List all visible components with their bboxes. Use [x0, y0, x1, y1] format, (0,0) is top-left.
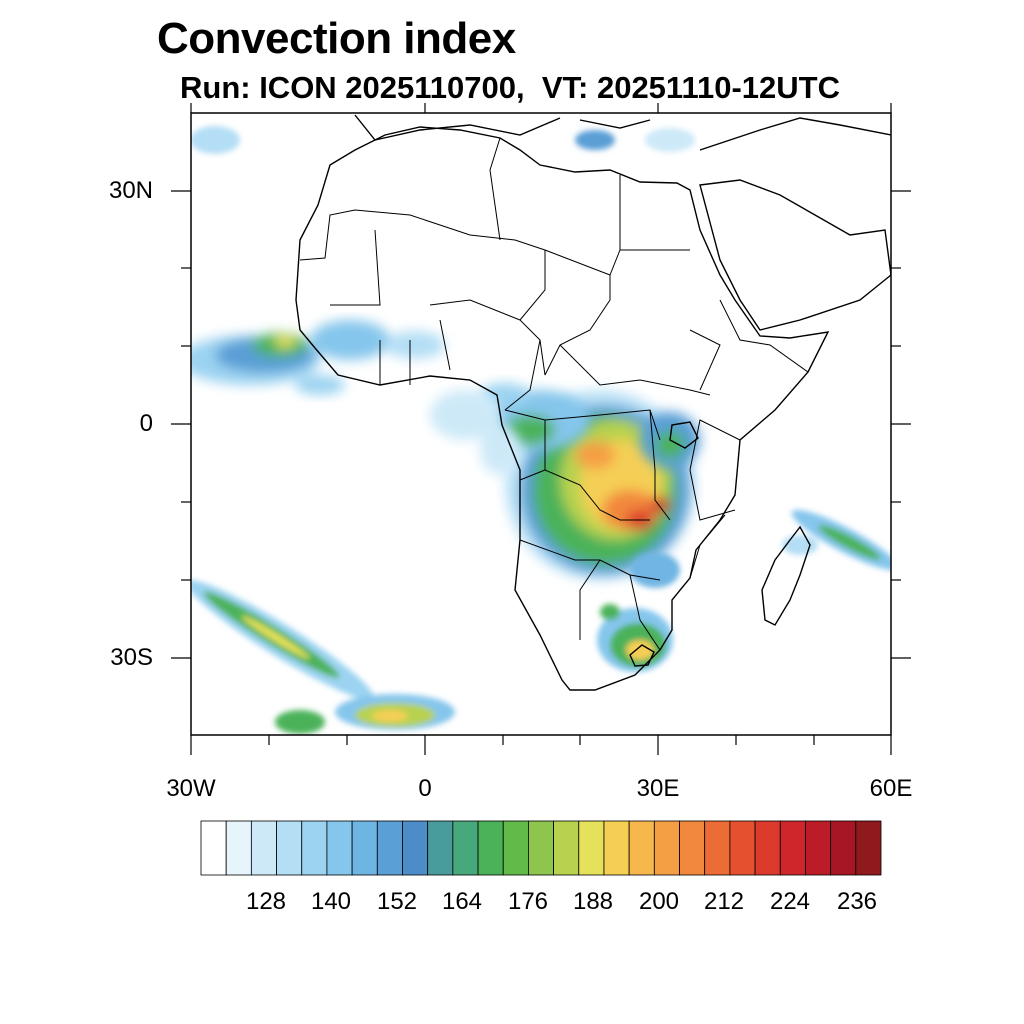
colorbar-swatch — [276, 820, 303, 876]
colorbar-swatch — [427, 820, 454, 876]
colorbar-label: 224 — [769, 888, 811, 915]
lat-tick-label: 0 — [139, 410, 153, 437]
colorbar-swatch — [376, 820, 403, 876]
border-lines — [299, 137, 809, 651]
colorbar-swatch — [225, 820, 252, 876]
colorbar-swatch — [578, 820, 605, 876]
colorbar-swatch — [250, 820, 277, 876]
colorbar-swatch — [603, 820, 630, 876]
colorbar-label: 188 — [572, 888, 614, 915]
colorbar-swatch — [679, 820, 706, 876]
colorbar-swatch — [830, 820, 857, 876]
lon-tick-label: 30E — [636, 775, 680, 802]
chart-title: Convection index — [157, 14, 516, 63]
lon-tick-label: 0 — [418, 775, 432, 802]
field-indian-ocean — [191, 126, 891, 571]
colorbar-label: 128 — [245, 888, 287, 915]
colorbar-label: 152 — [376, 888, 418, 915]
colorbar-swatch — [704, 820, 731, 876]
field-west-africa — [191, 320, 445, 395]
colorbar-swatch — [402, 820, 429, 876]
colorbar-swatch — [729, 820, 756, 876]
lat-tick-label: 30S — [110, 644, 153, 671]
colorbar-swatch — [855, 820, 882, 876]
colorbar-label: 212 — [703, 888, 745, 915]
country-borders — [299, 137, 809, 651]
colorbar-swatch — [754, 820, 781, 876]
convection-field — [191, 126, 891, 734]
lesotho — [629, 644, 655, 667]
colorbar-swatch — [351, 820, 378, 876]
colorbar — [200, 820, 882, 876]
lake-victoria — [669, 421, 699, 449]
colorbar-swatch — [326, 820, 353, 876]
colorbar-label: 164 — [441, 888, 483, 915]
europe-coast — [354, 114, 891, 151]
colorbar-label: 200 — [638, 888, 680, 915]
field-south-atlantic — [191, 580, 455, 734]
colorbar-swatch — [628, 820, 655, 876]
field-gulf-of-guinea — [430, 390, 520, 475]
madagascar-coast — [761, 525, 811, 626]
axis-ticks — [171, 103, 911, 755]
colorbar-swatch — [301, 820, 328, 876]
colorbar-swatch — [653, 820, 680, 876]
colorbar-label: 176 — [507, 888, 549, 915]
colorbar-swatch — [805, 820, 832, 876]
chart-subtitle: Run: ICON 2025110700, VT: 20251110-12UTC — [180, 70, 840, 105]
colorbar-swatch — [502, 820, 529, 876]
arabia-coast — [699, 179, 891, 331]
colorbar-swatch — [200, 820, 227, 876]
lat-tick-label: 30N — [108, 177, 153, 204]
lon-tick-label: 30W — [166, 775, 216, 802]
colorbar-label: 236 — [836, 888, 878, 915]
colorbar-swatch — [477, 820, 504, 876]
colorbar-swatch — [779, 820, 806, 876]
colorbar-swatch — [452, 820, 479, 876]
lon-tick-label: 60E — [869, 775, 913, 802]
colorbar-swatch — [528, 820, 554, 876]
colorbar-label: 140 — [310, 888, 352, 915]
colorbar-swatch — [553, 820, 580, 876]
